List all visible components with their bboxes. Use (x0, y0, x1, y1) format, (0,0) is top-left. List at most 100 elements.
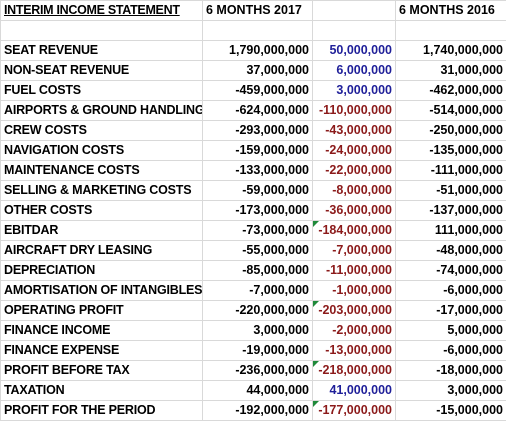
change-value-cell[interactable]: 6,000,000 (312, 60, 396, 81)
header-2016-cell[interactable]: 6 MONTHS 2016 (395, 0, 506, 21)
row-label-cell[interactable]: TAXATION (0, 380, 203, 401)
change-value-cell[interactable]: -2,000,000 (312, 320, 396, 341)
value-2016-cell[interactable]: -250,000,000 (395, 120, 506, 141)
row-label-cell[interactable]: NON-SEAT REVENUE (0, 60, 203, 81)
value-2017: -293,000,000 (235, 123, 309, 137)
comment-indicator-icon[interactable] (313, 301, 319, 307)
comment-indicator-icon[interactable] (313, 401, 319, 407)
value-2017-cell[interactable]: 3,000,000 (202, 320, 313, 341)
row-label: FUEL COSTS (4, 83, 81, 97)
row-label-cell[interactable]: AMORTISATION OF INTANGIBLES (0, 280, 203, 301)
value-2016: -48,000,000 (436, 243, 503, 257)
value-2017-cell[interactable]: -159,000,000 (202, 140, 313, 161)
comment-indicator-icon[interactable] (313, 221, 319, 227)
value-2016-cell[interactable]: -514,000,000 (395, 100, 506, 121)
value-2017: -19,000,000 (242, 343, 309, 357)
empty-cell[interactable] (312, 20, 396, 41)
value-2017-cell[interactable]: -59,000,000 (202, 180, 313, 201)
row-label-cell[interactable]: OTHER COSTS (0, 200, 203, 221)
change-value-cell[interactable]: -218,000,000 (312, 360, 396, 381)
row-label-cell[interactable]: PROFIT BEFORE TAX (0, 360, 203, 381)
change-value: -11,000,000 (325, 263, 392, 277)
change-value-cell[interactable]: -24,000,000 (312, 140, 396, 161)
value-2016-cell[interactable]: -15,000,000 (395, 400, 506, 421)
change-value-cell[interactable]: -13,000,000 (312, 340, 396, 361)
row-label-cell[interactable]: DEPRECIATION (0, 260, 203, 281)
value-2016-cell[interactable]: -111,000,000 (395, 160, 506, 181)
value-2016-cell[interactable]: -18,000,000 (395, 360, 506, 381)
value-2017-cell[interactable]: -220,000,000 (202, 300, 313, 321)
change-value-cell[interactable]: -36,000,000 (312, 200, 396, 221)
value-2016-cell[interactable]: -51,000,000 (395, 180, 506, 201)
value-2016-cell[interactable]: 5,000,000 (395, 320, 506, 341)
value-2016-cell[interactable]: -137,000,000 (395, 200, 506, 221)
row-label-cell[interactable]: FUEL COSTS (0, 80, 203, 101)
row-label: OTHER COSTS (4, 203, 93, 217)
value-2017: 3,000,000 (253, 323, 309, 337)
row-label-cell[interactable]: FINANCE INCOME (0, 320, 203, 341)
row-label-cell[interactable]: CREW COSTS (0, 120, 203, 141)
change-value-cell[interactable]: -7,000,000 (312, 240, 396, 261)
change-value-cell[interactable]: -110,000,000 (312, 100, 396, 121)
empty-cell[interactable] (395, 20, 506, 41)
table-row: PROFIT BEFORE TAX -236,000,000 -218,000,00… (0, 360, 506, 381)
change-value-cell[interactable]: -22,000,000 (312, 160, 396, 181)
change-value-cell[interactable]: -203,000,000 (312, 300, 396, 321)
value-2017-cell[interactable]: -85,000,000 (202, 260, 313, 281)
change-value-cell[interactable]: 41,000,000 (312, 380, 396, 401)
row-label-cell[interactable]: FINANCE EXPENSE (0, 340, 203, 361)
value-2016-cell[interactable]: 1,740,000,000 (395, 40, 506, 61)
header-title-cell[interactable]: INTERIM INCOME STATEMENT (0, 0, 203, 21)
row-label-cell[interactable]: NAVIGATION COSTS (0, 140, 203, 161)
row-label-cell[interactable]: OPERATING PROFIT (0, 300, 203, 321)
value-2017: 1,790,000,000 (229, 43, 309, 57)
value-2016-cell[interactable]: 111,000,000 (395, 220, 506, 241)
value-2017-cell[interactable]: -73,000,000 (202, 220, 313, 241)
row-label: NON-SEAT REVENUE (4, 63, 130, 77)
row-label-cell[interactable]: AIRCRAFT DRY LEASING (0, 240, 203, 261)
change-value-cell[interactable]: -43,000,000 (312, 120, 396, 141)
value-2016-cell[interactable]: -135,000,000 (395, 140, 506, 161)
value-2016-cell[interactable]: -17,000,000 (395, 300, 506, 321)
comment-indicator-icon[interactable] (313, 361, 319, 367)
value-2017-cell[interactable]: -236,000,000 (202, 360, 313, 381)
row-label-cell[interactable]: SEAT REVENUE (0, 40, 203, 61)
change-value-cell[interactable]: 50,000,000 (312, 40, 396, 61)
value-2016-cell[interactable]: -74,000,000 (395, 260, 506, 281)
change-value-cell[interactable]: -8,000,000 (312, 180, 396, 201)
value-2017-cell[interactable]: -133,000,000 (202, 160, 313, 181)
change-value-cell[interactable]: -11,000,000 (312, 260, 396, 281)
value-2016-cell[interactable]: -48,000,000 (395, 240, 506, 261)
value-2016-cell[interactable]: 31,000,000 (395, 60, 506, 81)
value-2016-cell[interactable]: -462,000,000 (395, 80, 506, 101)
value-2017-cell[interactable]: -55,000,000 (202, 240, 313, 261)
header-2017-cell[interactable]: 6 MONTHS 2017 (202, 0, 313, 21)
row-label-cell[interactable]: PROFIT FOR THE PERIOD (0, 400, 203, 421)
value-2017-cell[interactable]: -173,000,000 (202, 200, 313, 221)
change-value-cell[interactable]: -1,000,000 (312, 280, 396, 301)
value-2016-cell[interactable]: 3,000,000 (395, 380, 506, 401)
empty-cell[interactable] (202, 20, 313, 41)
row-label-cell[interactable]: AIRPORTS & GROUND HANDLING (0, 100, 203, 121)
value-2017-cell[interactable]: -624,000,000 (202, 100, 313, 121)
value-2017-cell[interactable]: -293,000,000 (202, 120, 313, 141)
row-label-cell[interactable]: MAINTENANCE COSTS (0, 160, 203, 181)
value-2017-cell[interactable]: -459,000,000 (202, 80, 313, 101)
value-2017-cell[interactable]: 37,000,000 (202, 60, 313, 81)
value-2017-cell[interactable]: -7,000,000 (202, 280, 313, 301)
row-label-cell[interactable]: SELLING & MARKETING COSTS (0, 180, 203, 201)
header-change-cell[interactable] (312, 0, 396, 21)
change-value-cell[interactable]: -177,000,000 (312, 400, 396, 421)
value-2017-cell[interactable]: 44,000,000 (202, 380, 313, 401)
value-2017-cell[interactable]: -192,000,000 (202, 400, 313, 421)
value-2017-cell[interactable]: -19,000,000 (202, 340, 313, 361)
change-value: -203,000,000 (318, 303, 392, 317)
row-label-cell[interactable]: EBITDAR (0, 220, 203, 241)
change-value-cell[interactable]: -184,000,000 (312, 220, 396, 241)
value-2017-cell[interactable]: 1,790,000,000 (202, 40, 313, 61)
value-2016-cell[interactable]: -6,000,000 (395, 340, 506, 361)
empty-cell[interactable] (0, 20, 203, 41)
value-2016-cell[interactable]: -6,000,000 (395, 280, 506, 301)
change-value-cell[interactable]: 3,000,000 (312, 80, 396, 101)
